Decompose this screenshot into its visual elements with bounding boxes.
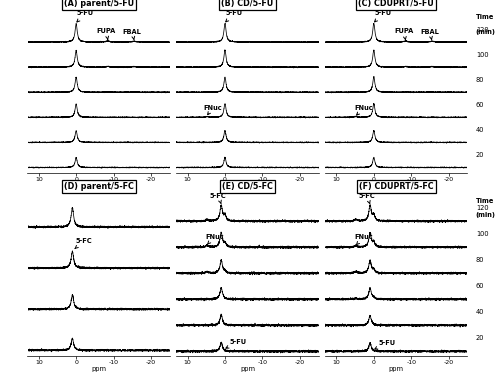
Text: FNuc: FNuc: [204, 105, 222, 115]
Title: (E) CD/5-FC: (E) CD/5-FC: [222, 182, 273, 191]
Text: FNuc: FNuc: [205, 234, 224, 245]
Title: (A) parent/5-FU: (A) parent/5-FU: [64, 0, 134, 8]
Text: 5-FC: 5-FC: [75, 238, 92, 249]
Text: 20: 20: [476, 335, 484, 341]
Text: 5-FU: 5-FU: [226, 339, 246, 348]
X-axis label: ppm: ppm: [91, 183, 106, 189]
Text: 5-FU: 5-FU: [374, 10, 392, 22]
Text: 80: 80: [476, 77, 484, 83]
Text: 5-FC: 5-FC: [359, 193, 376, 204]
Title: (D) parent/5-FC: (D) parent/5-FC: [64, 182, 134, 191]
Text: 20: 20: [476, 152, 484, 158]
Text: Time: Time: [476, 198, 494, 203]
Text: 120: 120: [476, 205, 488, 211]
Text: (min): (min): [476, 29, 496, 35]
Text: FUPA: FUPA: [394, 28, 413, 40]
Text: (min): (min): [476, 212, 496, 218]
Text: FBAL: FBAL: [420, 29, 440, 40]
X-axis label: ppm: ppm: [240, 366, 255, 372]
Text: 5-FU: 5-FU: [226, 10, 243, 22]
Text: FNuc: FNuc: [354, 234, 372, 245]
X-axis label: ppm: ppm: [91, 366, 106, 372]
Text: 40: 40: [476, 127, 484, 133]
Text: 5-FC: 5-FC: [210, 192, 226, 204]
Title: (F) CDUPRT/5-FC: (F) CDUPRT/5-FC: [359, 182, 434, 191]
X-axis label: ppm: ppm: [240, 183, 255, 189]
Text: 60: 60: [476, 283, 484, 289]
Title: (C) CDUPRT/5-FU: (C) CDUPRT/5-FU: [358, 0, 434, 8]
Text: FBAL: FBAL: [123, 29, 142, 40]
Text: 100: 100: [476, 51, 488, 58]
X-axis label: ppm: ppm: [389, 183, 404, 189]
X-axis label: ppm: ppm: [389, 366, 404, 372]
Text: Time: Time: [476, 14, 494, 21]
Text: 40: 40: [476, 309, 484, 315]
Text: FUPA: FUPA: [96, 28, 116, 39]
Text: 60: 60: [476, 102, 484, 108]
Text: 5-FU: 5-FU: [77, 10, 94, 22]
Text: FNuc: FNuc: [354, 105, 372, 115]
Text: 120: 120: [476, 27, 488, 32]
Text: 80: 80: [476, 257, 484, 263]
Text: 100: 100: [476, 231, 488, 237]
Title: (B) CD/5-FU: (B) CD/5-FU: [222, 0, 274, 8]
Text: 5-FU: 5-FU: [375, 339, 396, 349]
